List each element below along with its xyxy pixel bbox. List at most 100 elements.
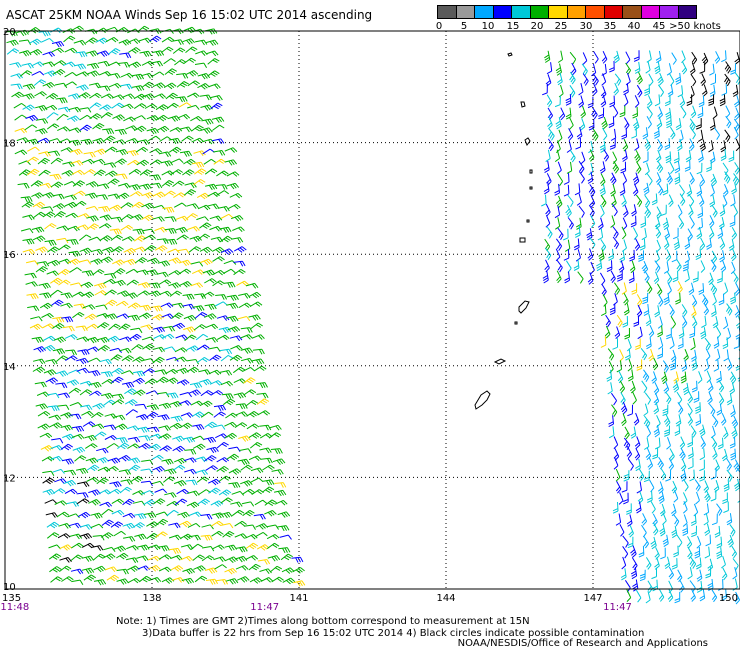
wind-barb [166,102,179,110]
wind-barb [76,357,89,365]
wind-barb [41,37,54,43]
wind-barb [72,180,86,187]
wind-barb [99,214,113,221]
wind-barb [672,270,679,283]
wind-barb [663,261,670,274]
wind-barb [217,206,230,212]
wind-barb [607,382,613,395]
wind-barb [709,215,715,228]
wind-barb [622,217,628,231]
lon-tick-label: 138 [142,593,161,604]
wind-barb [80,138,93,145]
wind-barb [39,302,53,310]
wind-barb [640,347,648,361]
time-label: 11:47 [603,602,632,613]
wind-barb [717,271,723,284]
wind-barb [545,74,552,87]
wind-barb [63,479,77,487]
wind-barb [107,193,121,200]
wind-barb [649,479,655,493]
wind-barb [710,304,717,318]
wind-barb [567,217,574,230]
wind-barb [205,39,219,46]
wind-barb [245,542,259,550]
wind-barb [189,382,203,389]
wind-barb [291,556,304,563]
wind-barb [690,514,697,527]
wind-barb [153,93,167,99]
wind-barb [734,591,740,605]
wind-barb [225,578,239,585]
wind-barb [689,216,695,229]
wind-barb [141,490,155,495]
wind-barb [619,349,624,362]
wind-barb [726,458,732,471]
wind-barb [213,556,226,563]
wind-barb [127,159,140,166]
wind-barb [84,434,97,442]
wind-barb [635,194,643,207]
wind-barb [170,158,184,164]
wind-barb [642,369,650,382]
wind-barb [638,468,645,481]
wind-barb [243,389,257,396]
wind-barb [669,73,675,87]
wind-barb [51,299,64,307]
wind-barb [730,63,736,75]
wind-barb [64,201,78,209]
wind-barb [677,280,683,294]
wind-barb [106,443,119,449]
wind-barb [113,279,126,287]
wind-barb [269,565,283,573]
wind-barb [218,489,232,496]
wind-barb [200,513,213,520]
wind-barb [659,524,666,537]
wind-barb [630,215,637,228]
wind-barb [156,125,170,133]
wind-barb [733,126,739,140]
wind-barb [716,536,723,549]
wind-barb [230,501,243,508]
wind-barb [174,498,188,506]
wind-barb [178,400,192,406]
legend-label: 20 [530,21,544,32]
wind-barb [698,95,705,108]
wind-barb [89,381,102,389]
wind-barb [68,139,81,146]
wind-barb [85,323,99,330]
wind-barb [231,490,245,496]
wind-barb [174,457,187,465]
wind-barb [147,135,161,142]
wind-barb [63,469,77,476]
wind-barb [730,248,737,262]
wind-barb [203,436,217,444]
wind-barb [187,80,200,87]
wind-barb [610,215,616,228]
wind-barb [634,150,641,163]
wind-barb [111,94,125,100]
lat-lon-grid [5,31,740,589]
wind-barb [100,93,114,99]
wind-barb [106,465,119,472]
wind-barb [98,85,111,92]
wind-barb [678,216,685,230]
wind-barb [647,580,653,594]
wind-barb [75,51,88,58]
wind-barb [734,52,740,65]
legend-label: 40 [627,21,641,32]
wind-barb [633,315,640,327]
wind-barb [699,139,706,152]
wind-barb [731,545,738,559]
wind-barb [81,410,94,417]
wind-barb [35,246,48,253]
wind-barb [210,520,224,527]
wind-barb [601,50,608,64]
wind-barb [89,92,102,99]
wind-barb [22,104,35,111]
wind-barb [152,346,166,353]
wind-barb [559,107,566,121]
wind-barb [57,533,71,539]
wind-barb [666,327,672,340]
wind-barb [157,545,170,552]
wind-barb [700,260,706,273]
